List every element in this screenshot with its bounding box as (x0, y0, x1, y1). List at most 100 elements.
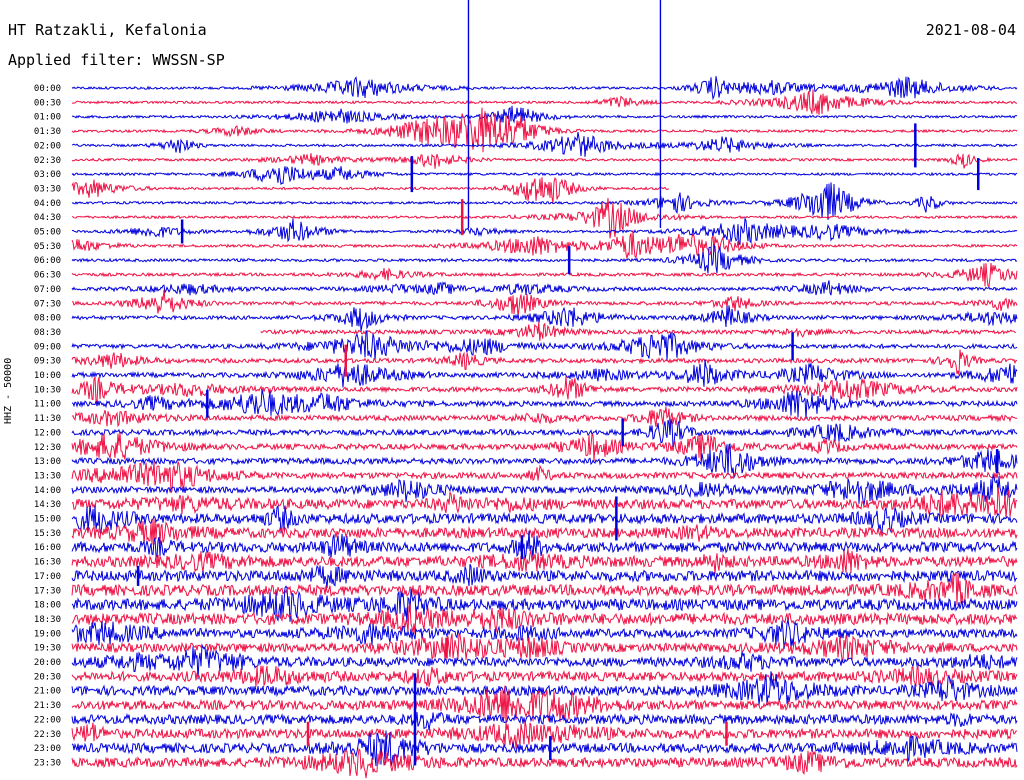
trace-line (71, 461, 1018, 494)
time-tick-label: 04:00 (34, 199, 61, 209)
trace-line (260, 322, 1016, 341)
time-tick-label: 02:30 (34, 156, 61, 166)
trace-line (71, 230, 1018, 260)
time-tick-label: 08:00 (34, 314, 61, 324)
time-tick-label: 17:00 (34, 572, 61, 582)
trace-line (71, 711, 1018, 731)
trace-line (71, 487, 1018, 519)
trace-line (71, 89, 1018, 115)
trace-group (71, 0, 1018, 779)
trace-line (71, 359, 1018, 388)
trace-line (71, 105, 1018, 124)
time-tick-label: 19:00 (34, 629, 61, 639)
time-tick-label: 00:30 (34, 98, 61, 108)
trace-line (71, 685, 1018, 725)
trace-line (71, 747, 1018, 779)
time-tick-label: 09:30 (34, 357, 61, 367)
time-tick-label: 00:00 (34, 84, 61, 94)
time-tick-label: 01:30 (34, 127, 61, 137)
time-tick-label: 16:00 (34, 543, 61, 553)
time-tick-label: 15:00 (34, 515, 61, 525)
time-tick-label: 07:30 (34, 299, 61, 309)
time-tick-label: 04:30 (34, 213, 61, 223)
trace-line (71, 730, 1018, 768)
trace-line (71, 618, 1018, 649)
trace-line (71, 632, 1018, 662)
time-tick-label: 21:30 (34, 701, 61, 711)
trace-line (71, 572, 1018, 606)
trace-line (71, 280, 1018, 296)
trace-line (71, 664, 1018, 688)
station-title: HT Ratzakli, Kefalonia (8, 21, 207, 39)
time-tick-label: 15:30 (34, 529, 61, 539)
time-tick-label: 12:30 (34, 443, 61, 453)
trace-line (71, 349, 1018, 376)
time-tick-label: 20:30 (34, 672, 61, 682)
trace-line (71, 330, 1018, 361)
trace-line (71, 107, 1018, 153)
trace-line (71, 389, 1018, 420)
time-tick-label: 03:00 (34, 170, 61, 180)
trace-line (71, 443, 1018, 479)
time-tick-label: 03:30 (34, 184, 61, 194)
time-tick-label: 16:30 (34, 558, 61, 568)
trace-line (71, 263, 1018, 288)
time-tick-label: 21:00 (34, 687, 61, 697)
time-tick-label: 14:30 (34, 500, 61, 510)
time-tick-label: 10:30 (34, 385, 61, 395)
trace-line (71, 244, 1018, 274)
time-tick-label: 14:00 (34, 486, 61, 496)
trace-line (71, 76, 1018, 101)
time-tick-labels: 00:00 00:30 01:00 01:30 02:00 02:30 03:00 03:30… (34, 84, 61, 768)
trace-line (71, 548, 1018, 575)
time-tick-label: 05:00 (34, 228, 61, 238)
time-tick-label: 08:30 (34, 328, 61, 338)
trace-line (71, 216, 1018, 245)
trace-line (71, 166, 1018, 186)
trace-line (71, 153, 1018, 169)
trace-line (71, 721, 1018, 749)
time-tick-label: 12:00 (34, 428, 61, 438)
trace-line (71, 504, 1018, 534)
trace-line (71, 177, 670, 203)
time-tick-label: 13:30 (34, 471, 61, 481)
trace-line (71, 198, 1018, 239)
trace-line (71, 585, 1018, 625)
trace-line (71, 289, 1018, 317)
trace-line (71, 132, 1018, 157)
time-tick-label: 22:30 (34, 730, 61, 740)
time-tick-label: 23:30 (34, 758, 61, 768)
time-tick-label: 19:30 (34, 644, 61, 654)
trace-line (71, 603, 1018, 634)
time-tick-label: 09:00 (34, 342, 61, 352)
time-tick-label: 10:00 (34, 371, 61, 381)
trace-line (71, 305, 1018, 332)
trace-line (71, 671, 1018, 706)
time-tick-label: 17:30 (34, 586, 61, 596)
trace-line (71, 376, 1018, 405)
trace-line (71, 473, 1018, 505)
trace-line (71, 643, 1018, 680)
time-tick-label: 11:30 (34, 414, 61, 424)
time-tick-label: 20:00 (34, 658, 61, 668)
time-tick-label: 11:00 (34, 400, 61, 410)
time-tick-label: 06:30 (34, 271, 61, 281)
trace-line (71, 407, 1018, 429)
trace-line (71, 182, 1018, 220)
time-tick-label: 13:00 (34, 457, 61, 467)
time-tick-label: 23:00 (34, 744, 61, 754)
time-tick-label: 01:00 (34, 113, 61, 123)
time-tick-label: 02:00 (34, 141, 61, 151)
time-tick-label: 07:00 (34, 285, 61, 295)
time-tick-label: 06:00 (34, 256, 61, 266)
date-label: 2021-08-04 (925, 21, 1016, 39)
trace-line (71, 518, 1018, 545)
time-tick-label: 18:00 (34, 601, 61, 611)
trace-line (71, 432, 1018, 462)
trace-line (71, 418, 1018, 448)
trace-line (71, 530, 1018, 561)
filter-label: Applied filter: WWSSN-SP (8, 51, 225, 69)
time-tick-label: 18:30 (34, 615, 61, 625)
trace-line (71, 564, 1018, 588)
